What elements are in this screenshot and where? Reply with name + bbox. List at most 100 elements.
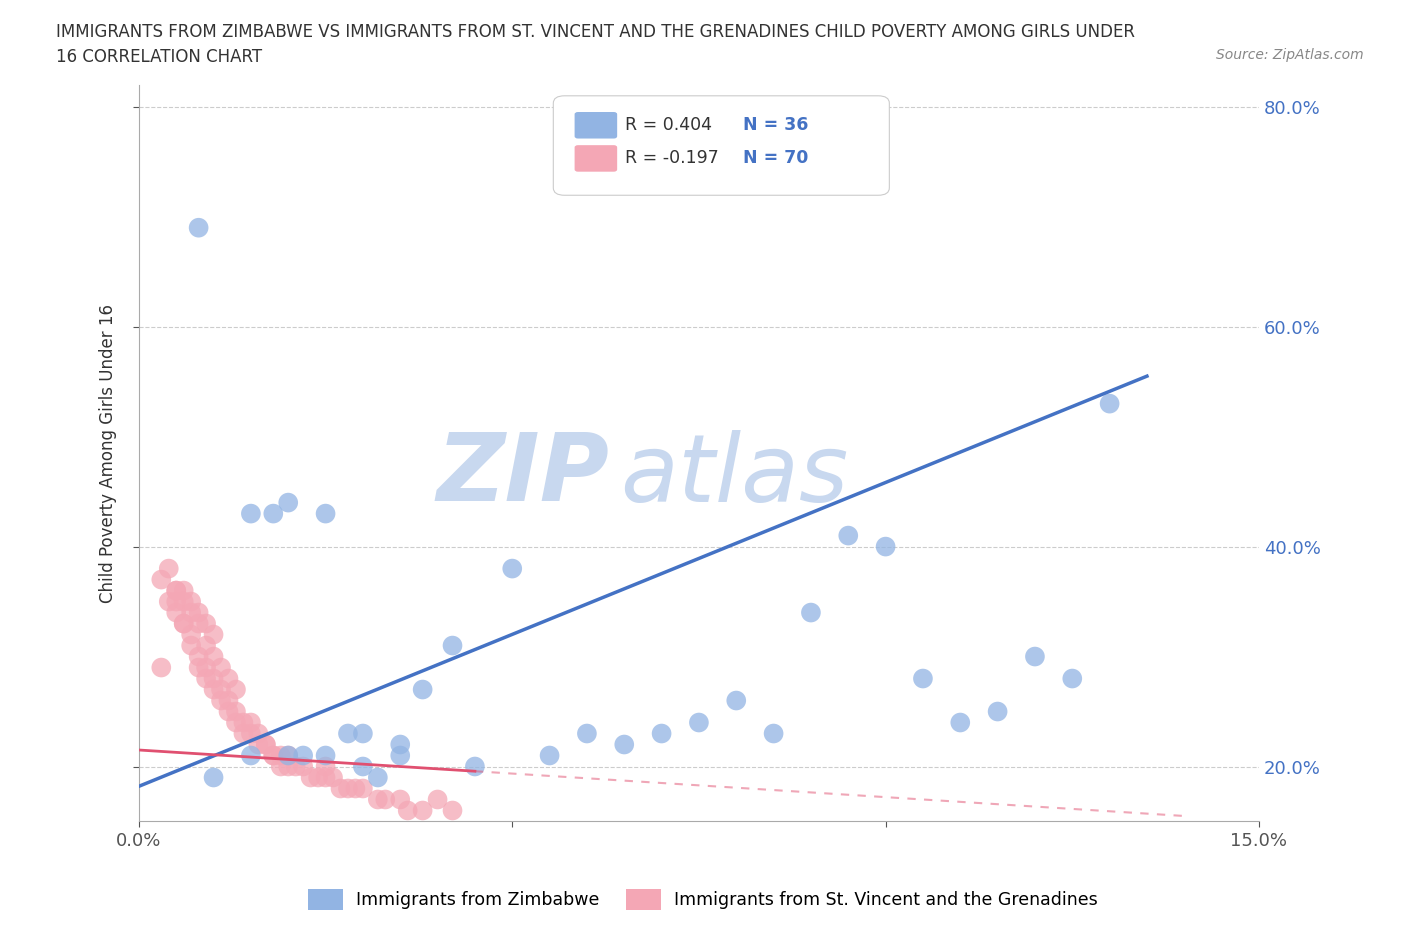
Point [277,495,299,510]
Point [800,605,823,620]
Point [329,781,352,796]
Point [202,627,225,642]
Point [315,506,337,521]
Point [270,748,292,763]
Point [180,605,202,620]
Point [218,704,240,719]
Point [322,770,344,785]
Point [232,715,254,730]
Point [352,781,374,796]
Point [501,561,523,576]
Point [202,649,225,664]
Point [173,616,195,631]
Point [165,605,187,620]
Point [165,594,187,609]
Point [150,660,173,675]
Point [173,616,195,631]
Point [538,748,561,763]
Point [426,792,449,807]
Text: atlas: atlas [620,430,849,521]
Text: Source: ZipAtlas.com: Source: ZipAtlas.com [1216,48,1364,62]
Point [299,770,322,785]
Point [292,748,315,763]
Point [157,594,180,609]
Point [209,693,232,708]
Point [389,748,412,763]
Point [262,748,284,763]
Point [441,638,464,653]
Point [239,726,262,741]
Point [575,726,598,741]
Point [389,737,412,752]
Point [187,605,209,620]
Text: R = 0.404: R = 0.404 [626,116,711,134]
Point [911,671,934,686]
Point [180,627,202,642]
Point [254,737,277,752]
Point [247,737,270,752]
Point [202,682,225,697]
FancyBboxPatch shape [575,112,617,139]
Point [688,715,710,730]
Point [949,715,972,730]
Point [367,792,389,807]
Point [225,715,247,730]
Point [1062,671,1084,686]
Point [209,682,232,697]
Point [202,770,225,785]
Point [277,759,299,774]
Point [254,737,277,752]
FancyBboxPatch shape [575,145,617,172]
Point [187,660,209,675]
Point [389,792,412,807]
Point [352,759,374,774]
Point [202,671,225,686]
Point [157,561,180,576]
Text: IMMIGRANTS FROM ZIMBABWE VS IMMIGRANTS FROM ST. VINCENT AND THE GRENADINES CHILD: IMMIGRANTS FROM ZIMBABWE VS IMMIGRANTS F… [56,23,1135,41]
Point [262,748,284,763]
Point [218,693,240,708]
Point [187,220,209,235]
Point [464,759,486,774]
Y-axis label: Child Poverty Among Girls Under 16: Child Poverty Among Girls Under 16 [100,303,117,603]
Point [262,506,284,521]
Point [277,748,299,763]
Point [165,583,187,598]
Point [352,726,374,741]
Point [412,682,434,697]
Point [613,737,636,752]
Point [239,748,262,763]
Point [396,803,419,817]
Point [173,594,195,609]
Point [837,528,859,543]
Point [987,704,1010,719]
Point [195,638,218,653]
Point [180,594,202,609]
Point [336,726,359,741]
Point [1024,649,1046,664]
Point [292,759,315,774]
Point [441,803,464,817]
Point [247,726,270,741]
Point [195,616,218,631]
Point [195,660,218,675]
Point [277,748,299,763]
Point [762,726,785,741]
Point [367,770,389,785]
Point [239,715,262,730]
Point [225,682,247,697]
Legend: Immigrants from Zimbabwe, Immigrants from St. Vincent and the Grenadines: Immigrants from Zimbabwe, Immigrants fro… [301,882,1105,917]
Point [165,583,187,598]
Point [307,770,329,785]
Point [1098,396,1121,411]
Point [180,638,202,653]
Text: ZIP: ZIP [436,430,609,521]
Text: N = 70: N = 70 [742,150,808,167]
Text: R = -0.197: R = -0.197 [626,150,718,167]
Point [374,792,396,807]
Point [412,803,434,817]
Point [270,759,292,774]
Point [315,759,337,774]
Point [315,748,337,763]
Point [150,572,173,587]
